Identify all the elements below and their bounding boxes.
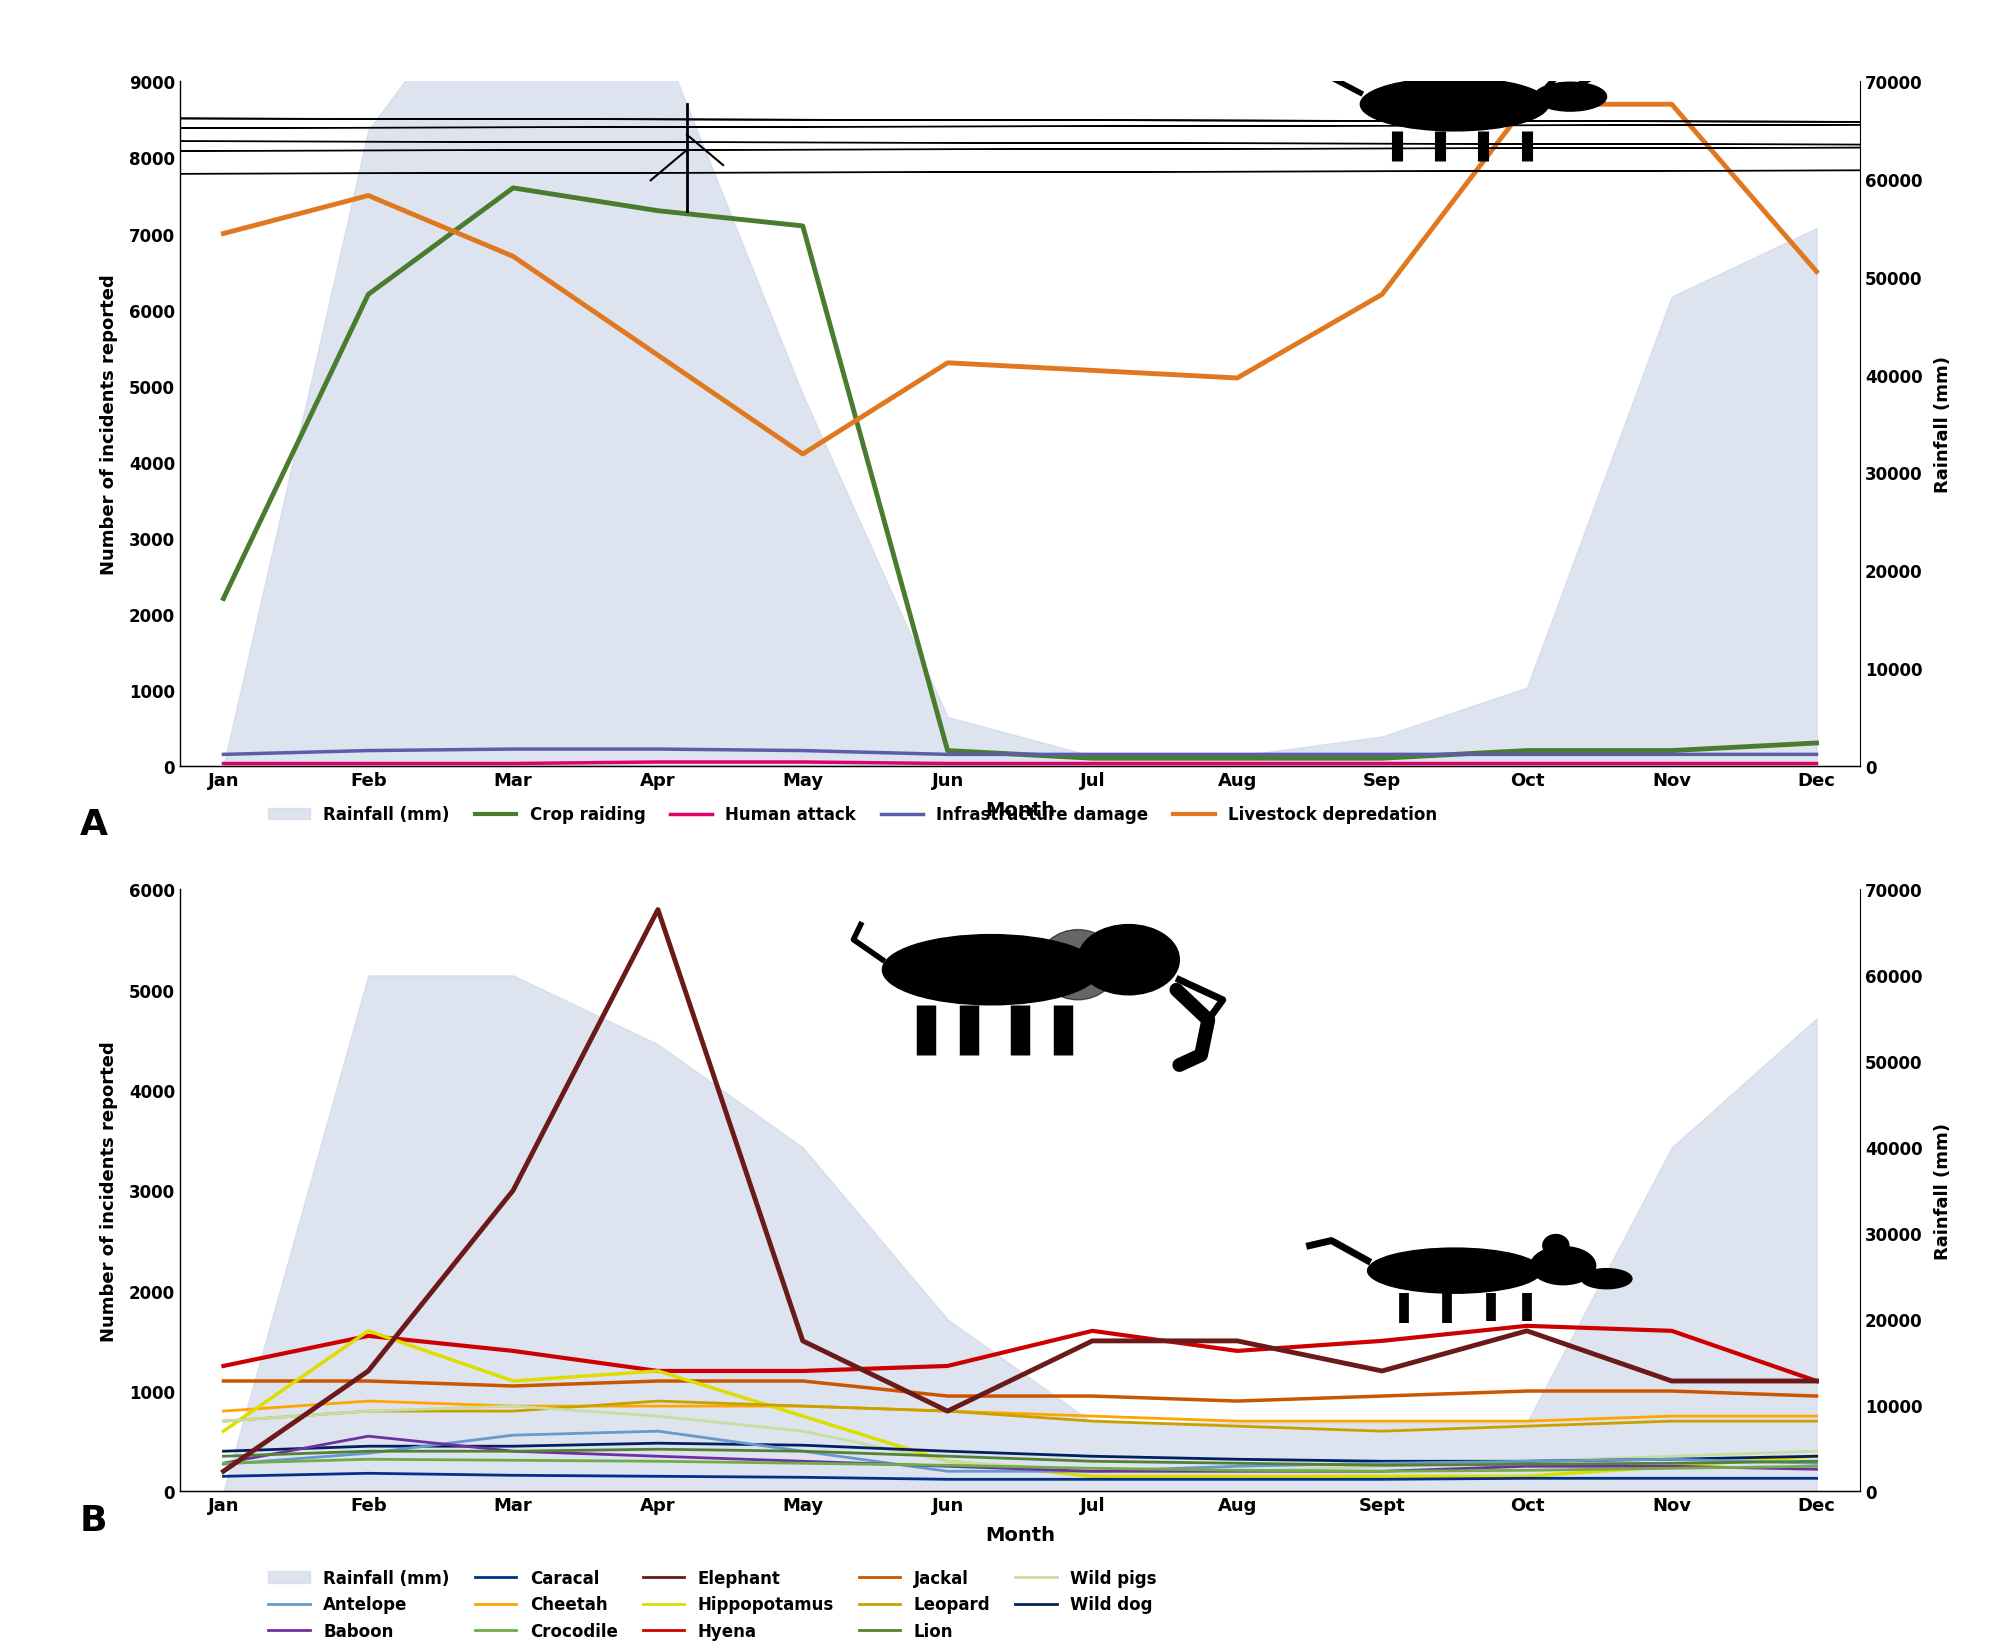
Ellipse shape: [1360, 79, 1548, 132]
Ellipse shape: [1078, 925, 1180, 995]
Ellipse shape: [0, 110, 2000, 130]
Ellipse shape: [0, 133, 2000, 152]
Ellipse shape: [882, 934, 1100, 1005]
Y-axis label: Number of incidents reported: Number of incidents reported: [100, 1040, 118, 1341]
Ellipse shape: [0, 142, 2000, 160]
Text: A: A: [80, 808, 108, 842]
Y-axis label: Rainfall (mm): Rainfall (mm): [1934, 356, 1952, 493]
Legend: Rainfall (mm), Crop raiding, Human attack, Infrastructure damage, Livestock depr: Rainfall (mm), Crop raiding, Human attac…: [268, 806, 1438, 824]
Y-axis label: Rainfall (mm): Rainfall (mm): [1934, 1122, 1952, 1259]
Y-axis label: Number of incidents reported: Number of incidents reported: [100, 274, 118, 575]
Ellipse shape: [1530, 1248, 1596, 1285]
X-axis label: Month: Month: [984, 1526, 1054, 1544]
Ellipse shape: [1582, 1269, 1632, 1289]
Ellipse shape: [1542, 84, 1574, 101]
Ellipse shape: [1368, 1248, 1542, 1294]
Text: B: B: [80, 1503, 108, 1538]
Ellipse shape: [0, 117, 2000, 138]
Ellipse shape: [1038, 929, 1118, 1000]
Ellipse shape: [0, 165, 2000, 183]
Legend: Rainfall (mm), Antelope, Baboon, Caracal, Cheetah, Crocodile, Elephant, Hippopot: Rainfall (mm), Antelope, Baboon, Caracal…: [268, 1569, 1156, 1640]
Ellipse shape: [0, 109, 2000, 132]
Ellipse shape: [1542, 1234, 1568, 1257]
X-axis label: Month: Month: [984, 801, 1054, 819]
Ellipse shape: [1534, 82, 1606, 112]
